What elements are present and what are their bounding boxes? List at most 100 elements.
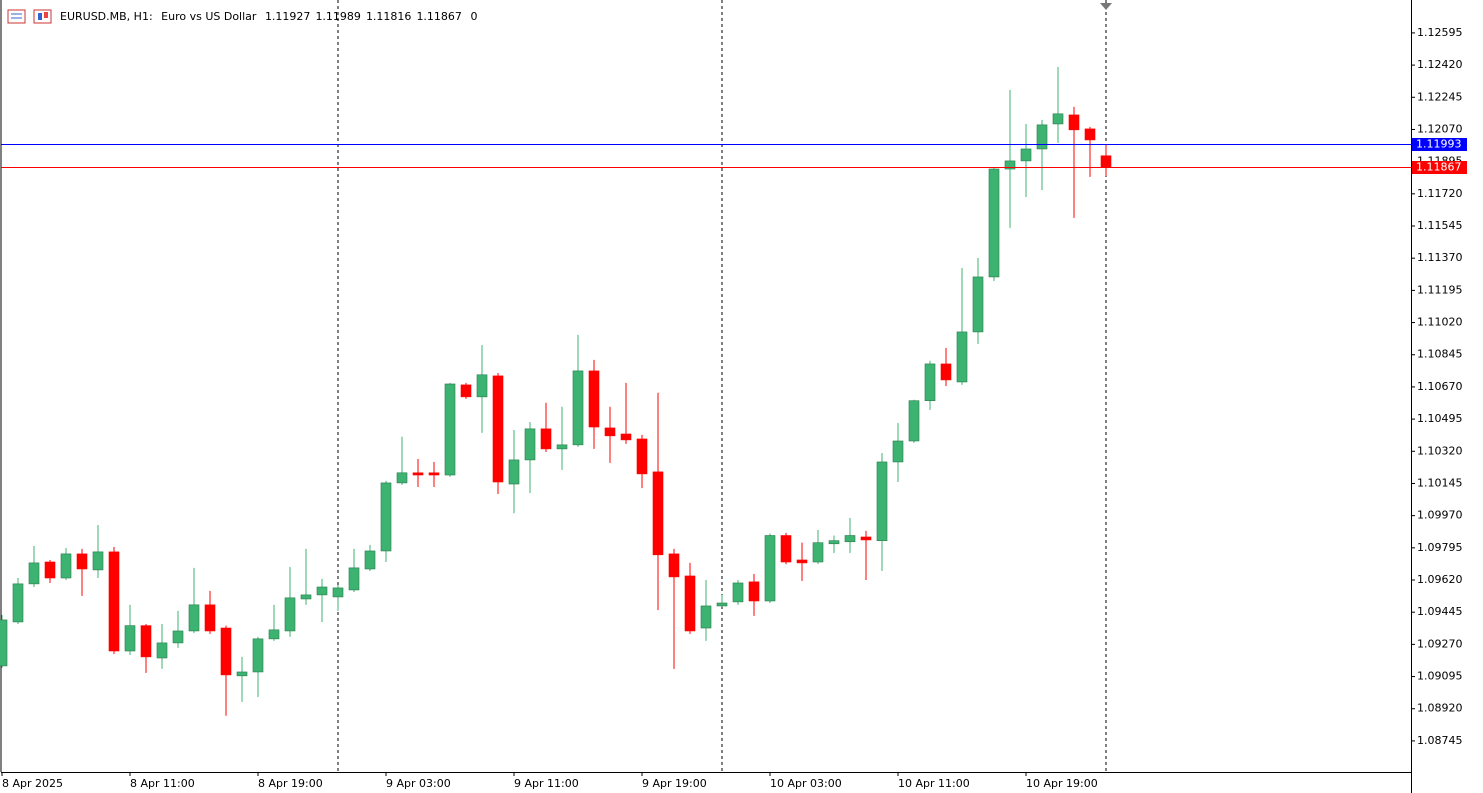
candle-body [60,553,72,579]
candle-body [156,642,168,659]
icon [33,9,52,24]
candle-body [332,587,344,598]
candle-body [124,625,136,652]
candle-body [92,551,104,571]
candle-body [508,459,520,485]
candle-body [412,472,424,476]
y-tick-label: 1.09270 [1417,637,1463,650]
candle-body [1020,148,1032,162]
y-tick-label: 1.12420 [1417,58,1463,71]
candle-body [316,586,328,596]
y-tick-label: 1.12245 [1417,90,1463,103]
candle-body [364,550,376,570]
x-tick-label: 10 Apr 03:00 [770,777,842,790]
y-tick-label: 1.09970 [1417,509,1463,522]
symbol: EURUSD.MB, H1: [60,10,153,23]
candle-body [924,363,936,402]
candle-body [172,630,184,644]
candle-body [1052,113,1064,125]
x-tick-label: 8 Apr 2025 [2,777,63,790]
price-tag-label: 1.11867 [1416,161,1462,174]
candle-body [76,553,88,570]
candle-body [812,542,824,563]
candle-body [12,583,24,623]
description: Euro vs US Dollar [161,10,257,23]
candle-body [140,625,152,658]
price-tag-label: 1.11993 [1416,138,1462,151]
candle-body [204,604,216,632]
x-tick-label: 9 Apr 11:00 [514,777,579,790]
candle-body [636,438,648,475]
candle-body [556,444,568,450]
x-tick-label: 9 Apr 19:00 [642,777,707,790]
candle-body [428,472,440,476]
icon [38,13,42,20]
y-tick-label: 1.11720 [1417,187,1463,200]
y-tick-label: 1.10320 [1417,444,1463,457]
candle-body [972,276,984,333]
y-tick-label: 1.09095 [1417,670,1463,683]
candle-body [828,540,840,545]
x-tick-label: 8 Apr 11:00 [130,777,195,790]
candle-body [28,562,40,585]
candle-body [540,428,552,450]
x-tick-label: 10 Apr 19:00 [1026,777,1098,790]
candle-body [1068,114,1080,131]
candle-body [716,602,728,607]
y-tick-label: 1.09445 [1417,605,1463,618]
candle-body [1084,128,1096,141]
y-tick-label: 1.10845 [1417,348,1463,361]
y-tick-label: 1.09620 [1417,573,1463,586]
y-tick-label: 1.10495 [1417,412,1463,425]
candle-body [108,551,120,652]
price-tag [1412,138,1467,151]
candle-body [284,597,296,632]
y-tick-label: 1.12070 [1417,122,1463,135]
candle-body [940,363,952,381]
candle-body [380,482,392,552]
candle-body [764,535,776,602]
candle-body [492,375,504,483]
high: 1.11989 [315,10,361,23]
y-tick-label: 1.08745 [1417,734,1463,747]
y-tick-label: 1.11545 [1417,219,1463,232]
chart-header: EURUSD.MB, H1: Euro vs US Dollar 1.11927… [60,10,482,23]
candle-body [620,433,632,441]
candle-body [268,629,280,640]
candle-body [668,553,680,578]
y-tick-label: 1.09795 [1417,541,1463,554]
candle-body [780,535,792,563]
close: 1.11867 [416,10,462,23]
candle-body [908,400,920,442]
candle-body [748,581,760,602]
candle-body [876,461,888,541]
candle-body [1004,160,1016,170]
icon [7,9,26,24]
candle-body [700,605,712,629]
candle-body [796,559,808,564]
candle-body [236,671,248,677]
candle-body [188,604,200,632]
candle-body [300,594,312,600]
candle-body [860,536,872,541]
candle-body [732,582,744,603]
shift-marker [1100,3,1112,10]
candle-body [348,567,360,591]
candle-body [892,440,904,463]
candle-body [1036,124,1048,150]
candle-body [956,331,968,383]
y-tick-label: 1.11195 [1417,283,1463,296]
y-tick-label: 1.12595 [1417,26,1463,39]
x-tick-label: 9 Apr 03:00 [386,777,451,790]
low: 1.11816 [365,10,412,23]
open: 1.11927 [264,10,311,23]
icon [44,12,48,18]
candle-body [460,384,472,398]
candle-body [844,535,856,543]
y-tick-label: 1.10145 [1417,476,1463,489]
candle-body [252,638,264,673]
candle-body [652,471,664,556]
candle-body [604,427,616,437]
